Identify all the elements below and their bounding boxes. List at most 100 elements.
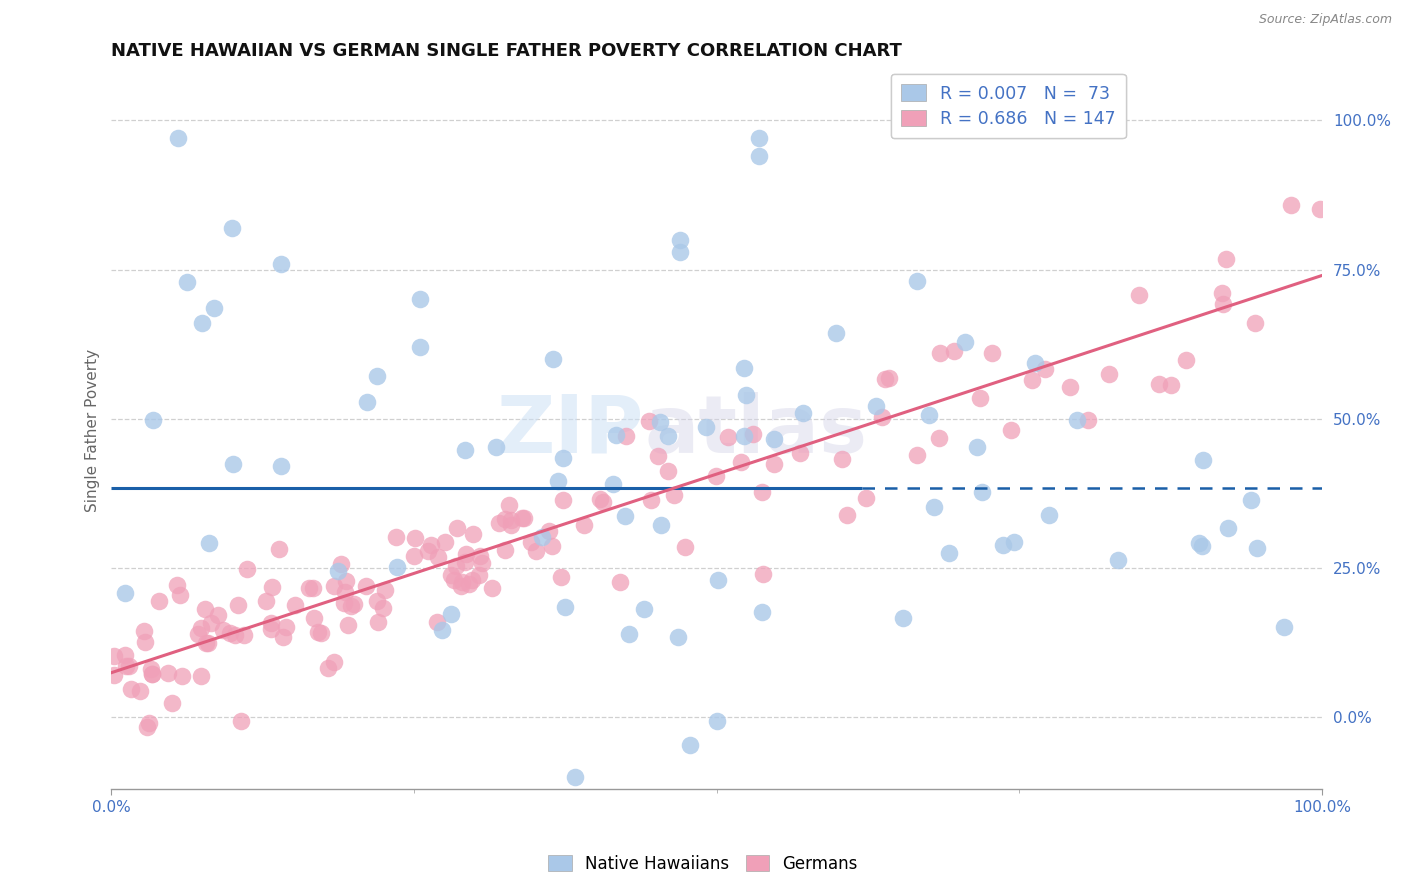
Point <box>229 714 252 729</box>
Point <box>485 440 508 454</box>
Point <box>202 301 225 315</box>
Point <box>120 682 142 697</box>
Point <box>385 560 408 574</box>
Point <box>1246 541 1268 556</box>
Point <box>340 599 363 613</box>
Point <box>166 578 188 592</box>
Point <box>426 549 449 564</box>
Point <box>197 636 219 650</box>
Point <box>142 413 165 427</box>
Point <box>409 340 432 354</box>
Point <box>1128 287 1150 301</box>
Point <box>307 624 329 639</box>
Point <box>734 387 756 401</box>
Point <box>499 513 522 527</box>
Point <box>454 442 477 457</box>
Text: NATIVE HAWAIIAN VS GERMAN SINGLE FATHER POVERTY CORRELATION CHART: NATIVE HAWAIIAN VS GERMAN SINGLE FATHER … <box>111 42 903 60</box>
Point <box>905 275 928 289</box>
Point <box>254 594 277 608</box>
Point <box>367 615 389 630</box>
Point <box>789 446 811 460</box>
Point <box>463 526 485 541</box>
Point <box>195 636 218 650</box>
Point <box>468 567 491 582</box>
Point <box>271 630 294 644</box>
Point <box>875 372 897 386</box>
Point <box>114 586 136 600</box>
Point <box>118 659 141 673</box>
Point <box>404 531 426 545</box>
Point <box>510 511 533 525</box>
Point <box>547 474 569 488</box>
Point <box>194 602 217 616</box>
Point <box>592 495 614 509</box>
Point <box>602 476 624 491</box>
Point <box>148 594 170 608</box>
Point <box>115 659 138 673</box>
Point <box>1212 297 1234 311</box>
Point <box>1149 376 1171 391</box>
Point <box>572 517 595 532</box>
Point <box>134 635 156 649</box>
Point <box>426 615 449 630</box>
Point <box>190 316 212 330</box>
Point <box>416 544 439 558</box>
Point <box>704 468 727 483</box>
Point <box>270 256 292 270</box>
Y-axis label: Single Father Poverty: Single Father Poverty <box>86 350 100 512</box>
Point <box>550 570 572 584</box>
Point <box>664 488 686 502</box>
Point <box>366 593 388 607</box>
Point <box>668 630 690 644</box>
Point <box>302 581 325 595</box>
Point <box>212 624 235 638</box>
Point <box>733 360 755 375</box>
Point <box>1279 198 1302 212</box>
Point <box>1059 380 1081 394</box>
Point <box>918 408 941 422</box>
Point <box>221 220 243 235</box>
Point <box>707 573 730 587</box>
Point <box>929 345 952 359</box>
Point <box>190 621 212 635</box>
Point <box>461 574 484 588</box>
Point <box>322 655 344 669</box>
Point <box>481 581 503 595</box>
Point <box>1024 356 1046 370</box>
Point <box>260 581 283 595</box>
Point <box>648 415 671 429</box>
Point <box>330 557 353 571</box>
Point <box>371 600 394 615</box>
Point <box>551 450 574 465</box>
Point <box>893 611 915 625</box>
Point <box>520 534 543 549</box>
Point <box>260 622 283 636</box>
Point <box>450 579 472 593</box>
Point <box>752 567 775 582</box>
Point <box>1211 286 1233 301</box>
Point <box>619 627 641 641</box>
Point <box>409 293 432 307</box>
Point <box>1002 535 1025 549</box>
Point <box>298 582 321 596</box>
Point <box>335 574 357 588</box>
Point <box>187 627 209 641</box>
Point <box>260 615 283 630</box>
Point <box>498 498 520 512</box>
Point <box>488 516 510 530</box>
Point <box>456 547 478 561</box>
Point <box>222 457 245 471</box>
Point <box>748 149 770 163</box>
Text: Source: ZipAtlas.com: Source: ZipAtlas.com <box>1258 13 1392 27</box>
Point <box>302 611 325 625</box>
Point <box>605 428 627 442</box>
Point <box>494 512 516 526</box>
Point <box>1244 316 1267 330</box>
Point <box>1107 552 1129 566</box>
Point <box>356 395 378 409</box>
Point <box>440 607 463 622</box>
Point <box>235 562 257 576</box>
Point <box>637 414 659 428</box>
Point <box>420 537 443 551</box>
Point <box>551 493 574 508</box>
